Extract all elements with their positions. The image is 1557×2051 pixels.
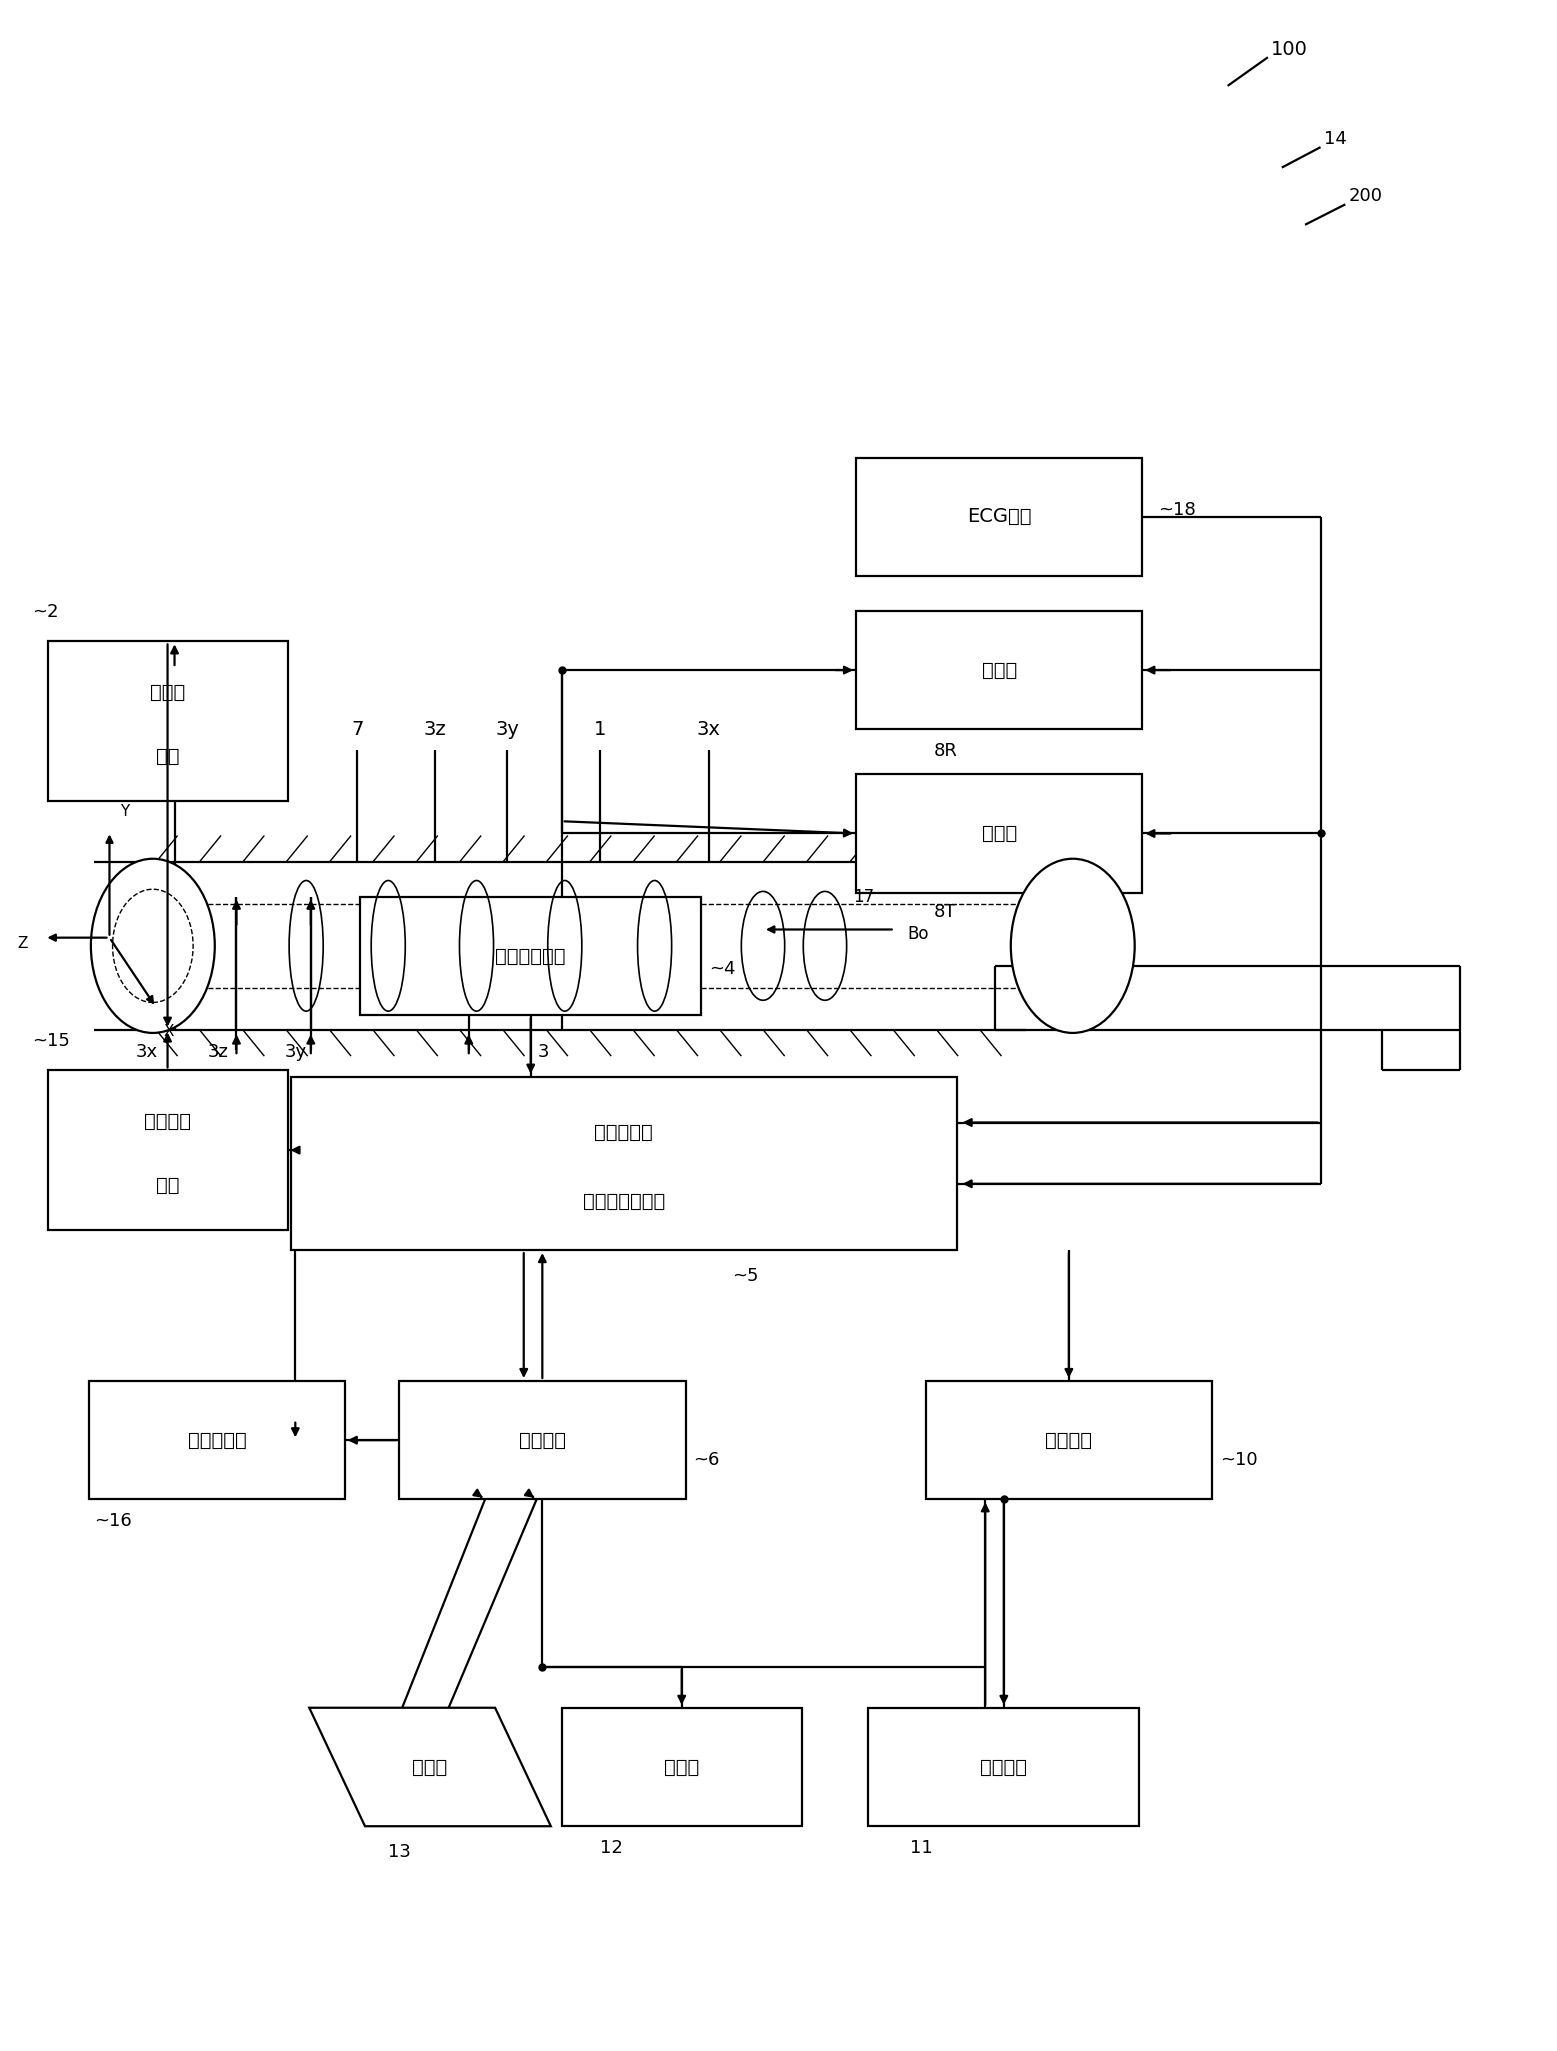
- Text: ~2: ~2: [33, 603, 59, 621]
- Text: Z: Z: [17, 937, 28, 952]
- Text: （时序控制器）: （时序控制器）: [582, 1192, 665, 1210]
- Ellipse shape: [1010, 859, 1135, 1034]
- Text: ~16: ~16: [93, 1512, 132, 1530]
- Text: Y: Y: [120, 804, 129, 818]
- FancyBboxPatch shape: [48, 1071, 288, 1231]
- Text: 存储单元: 存储单元: [981, 1758, 1028, 1776]
- Text: 17: 17: [853, 888, 873, 907]
- Text: 3z: 3z: [207, 1044, 229, 1060]
- FancyBboxPatch shape: [925, 1380, 1213, 1499]
- Text: ~15: ~15: [33, 1032, 70, 1050]
- Text: 电源: 电源: [156, 1175, 179, 1194]
- FancyBboxPatch shape: [399, 1380, 685, 1499]
- Text: 8T: 8T: [933, 902, 956, 921]
- Text: ~10: ~10: [1219, 1450, 1258, 1469]
- FancyBboxPatch shape: [869, 1708, 1140, 1825]
- Text: X: X: [163, 1023, 173, 1040]
- Text: 匀场线圈: 匀场线圈: [145, 1112, 192, 1130]
- Text: ~5: ~5: [732, 1268, 758, 1284]
- Polygon shape: [310, 1708, 551, 1825]
- Text: 倾斜磁场电源: 倾斜磁场电源: [495, 948, 565, 966]
- FancyBboxPatch shape: [856, 773, 1143, 892]
- Text: 3y: 3y: [285, 1044, 307, 1060]
- Text: 13: 13: [388, 1844, 411, 1860]
- Text: 14: 14: [1323, 129, 1347, 148]
- Text: 发送器: 发送器: [981, 825, 1017, 843]
- Text: Bo: Bo: [908, 925, 928, 943]
- Text: 声音产生器: 声音产生器: [188, 1432, 246, 1450]
- Text: 计算单元: 计算单元: [1045, 1432, 1093, 1450]
- Ellipse shape: [90, 859, 215, 1034]
- Text: 主计算机: 主计算机: [518, 1432, 565, 1450]
- FancyBboxPatch shape: [48, 642, 288, 800]
- Text: 3y: 3y: [495, 720, 520, 738]
- FancyBboxPatch shape: [89, 1380, 344, 1499]
- Text: 输入器: 输入器: [413, 1758, 448, 1776]
- Text: 11: 11: [911, 1840, 933, 1856]
- Text: 静磁场: 静磁场: [149, 683, 185, 701]
- Text: 3x: 3x: [135, 1044, 157, 1060]
- Text: ECG单元: ECG单元: [967, 507, 1031, 527]
- Text: 12: 12: [601, 1840, 623, 1856]
- Text: 8R: 8R: [933, 742, 958, 759]
- Text: 3z: 3z: [424, 720, 445, 738]
- Text: 接收器: 接收器: [981, 660, 1017, 679]
- Text: 3: 3: [537, 1044, 550, 1060]
- Text: ~6: ~6: [693, 1450, 719, 1469]
- FancyBboxPatch shape: [562, 1708, 802, 1825]
- FancyBboxPatch shape: [291, 1077, 956, 1251]
- Text: 200: 200: [1348, 187, 1383, 205]
- Text: 显示器: 显示器: [665, 1758, 699, 1776]
- Text: 3x: 3x: [698, 720, 721, 738]
- Text: 时序产生器: 时序产生器: [595, 1122, 652, 1142]
- FancyBboxPatch shape: [360, 896, 701, 1015]
- Text: ~18: ~18: [1158, 500, 1196, 519]
- FancyBboxPatch shape: [856, 457, 1143, 576]
- Text: 7: 7: [350, 720, 363, 738]
- Text: 1: 1: [595, 720, 607, 738]
- Text: 电源: 电源: [156, 747, 179, 765]
- FancyBboxPatch shape: [856, 611, 1143, 730]
- Text: ~4: ~4: [708, 960, 735, 978]
- Text: 100: 100: [1271, 39, 1308, 59]
